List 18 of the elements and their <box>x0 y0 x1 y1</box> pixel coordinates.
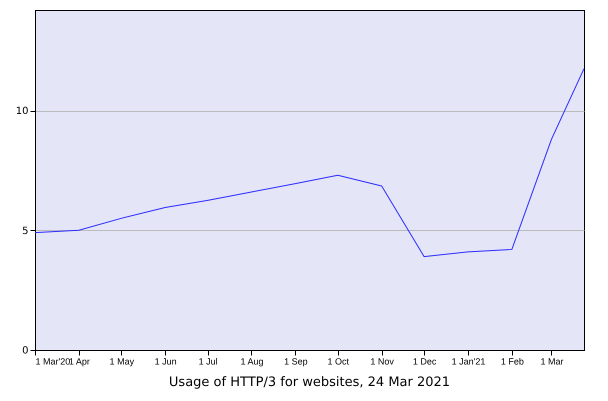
y-tick-label: 10 <box>16 106 28 118</box>
x-tick-label: 1 Aug <box>240 356 264 366</box>
text: Usage of HTTP/3 for websites, 24 Mar 2021 <box>168 375 450 390</box>
x-tick-label: 1 Oct <box>328 356 350 366</box>
x-tick-label: 1 Feb <box>500 356 524 366</box>
x-tick-label: 1 Dec <box>412 356 437 366</box>
x-tick-label: 1 Nov <box>370 356 394 366</box>
x-tick-label: 1 Jan'21 <box>452 356 486 366</box>
y-tick-label: 5 <box>22 226 28 237</box>
x-tick-label: 1 Sep <box>284 356 308 366</box>
line-series <box>34 68 584 258</box>
y-tick-label: 0 <box>22 346 28 356</box>
x-tick-label: 1 Jul <box>198 356 218 366</box>
x-tick-label: 1 Mar <box>540 356 564 366</box>
x-tick-label: 1 May <box>110 356 135 366</box>
x-tick-label: 1 Jun <box>154 356 177 366</box>
x-tick-label: 1 Mar'20 <box>36 356 70 366</box>
x-tick-label: 1 Apr <box>68 356 90 366</box>
